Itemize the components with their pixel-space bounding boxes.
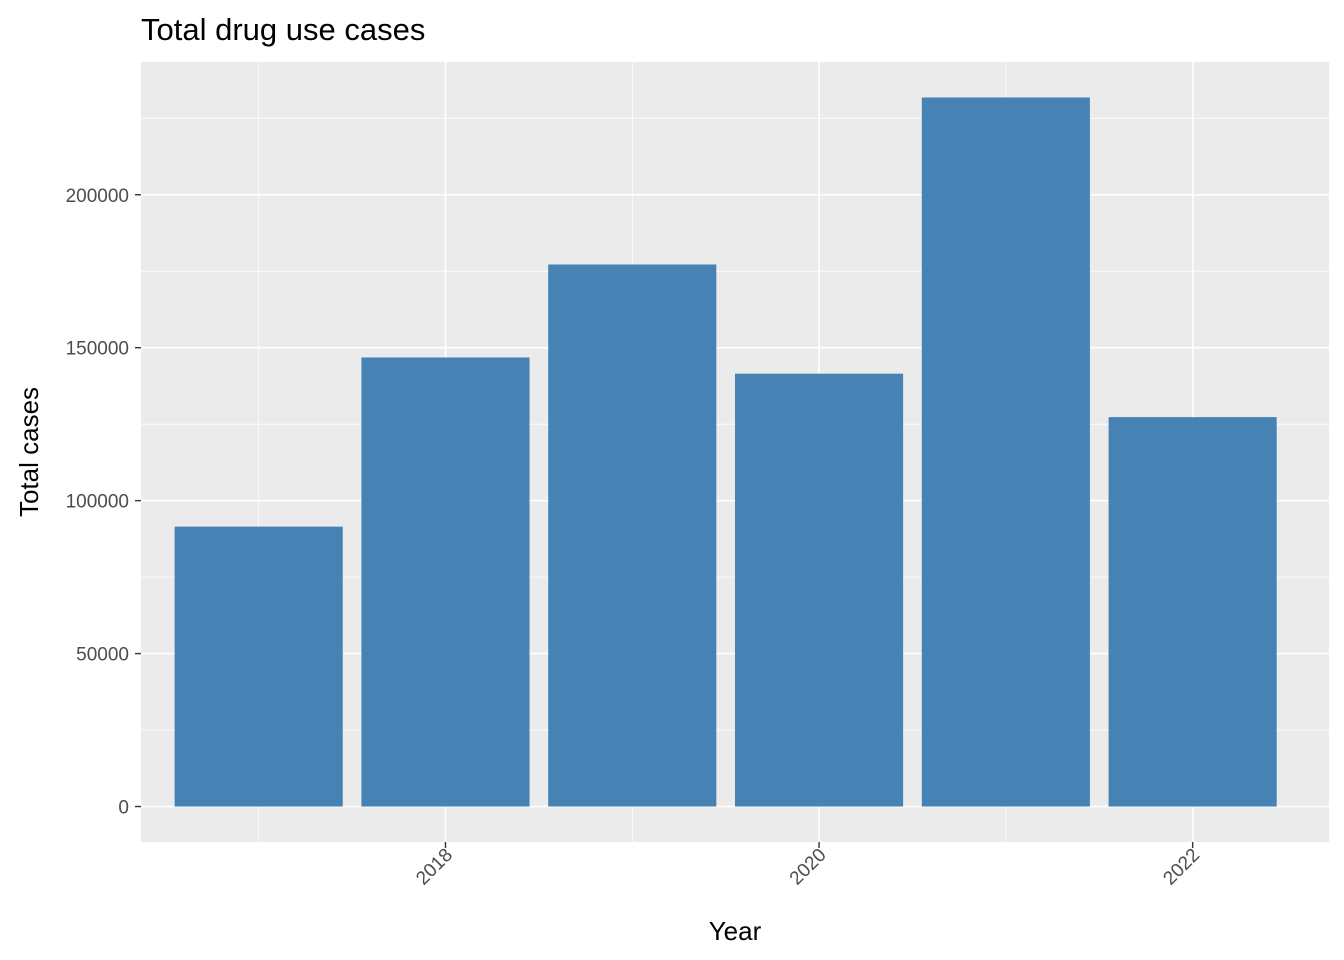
bar-2018 xyxy=(361,357,530,807)
bar-2019 xyxy=(548,264,717,807)
bar-2021 xyxy=(921,97,1090,807)
chart-title: Total drug use cases xyxy=(141,12,426,47)
y-tick-label: 50000 xyxy=(76,645,129,666)
x-tick-label: 2020 xyxy=(786,845,831,890)
x-axis-ticks: 2018 2020 2022 xyxy=(412,842,1204,889)
y-tick-label: 150000 xyxy=(66,339,129,360)
y-tick-label: 100000 xyxy=(66,492,129,513)
bar-2022 xyxy=(1108,417,1277,807)
bar-2020 xyxy=(735,373,904,807)
bars xyxy=(174,97,1277,807)
bar-2017 xyxy=(174,526,343,807)
x-tick-label: 2018 xyxy=(412,845,457,890)
x-axis-title: Year xyxy=(709,916,762,946)
y-tick-label: 0 xyxy=(118,798,129,819)
y-axis-ticks: 0 50000 100000 150000 200000 xyxy=(66,186,141,819)
y-axis-title: Total cases xyxy=(14,387,44,517)
y-tick-label: 200000 xyxy=(66,186,129,207)
x-tick-label: 2022 xyxy=(1159,845,1204,890)
